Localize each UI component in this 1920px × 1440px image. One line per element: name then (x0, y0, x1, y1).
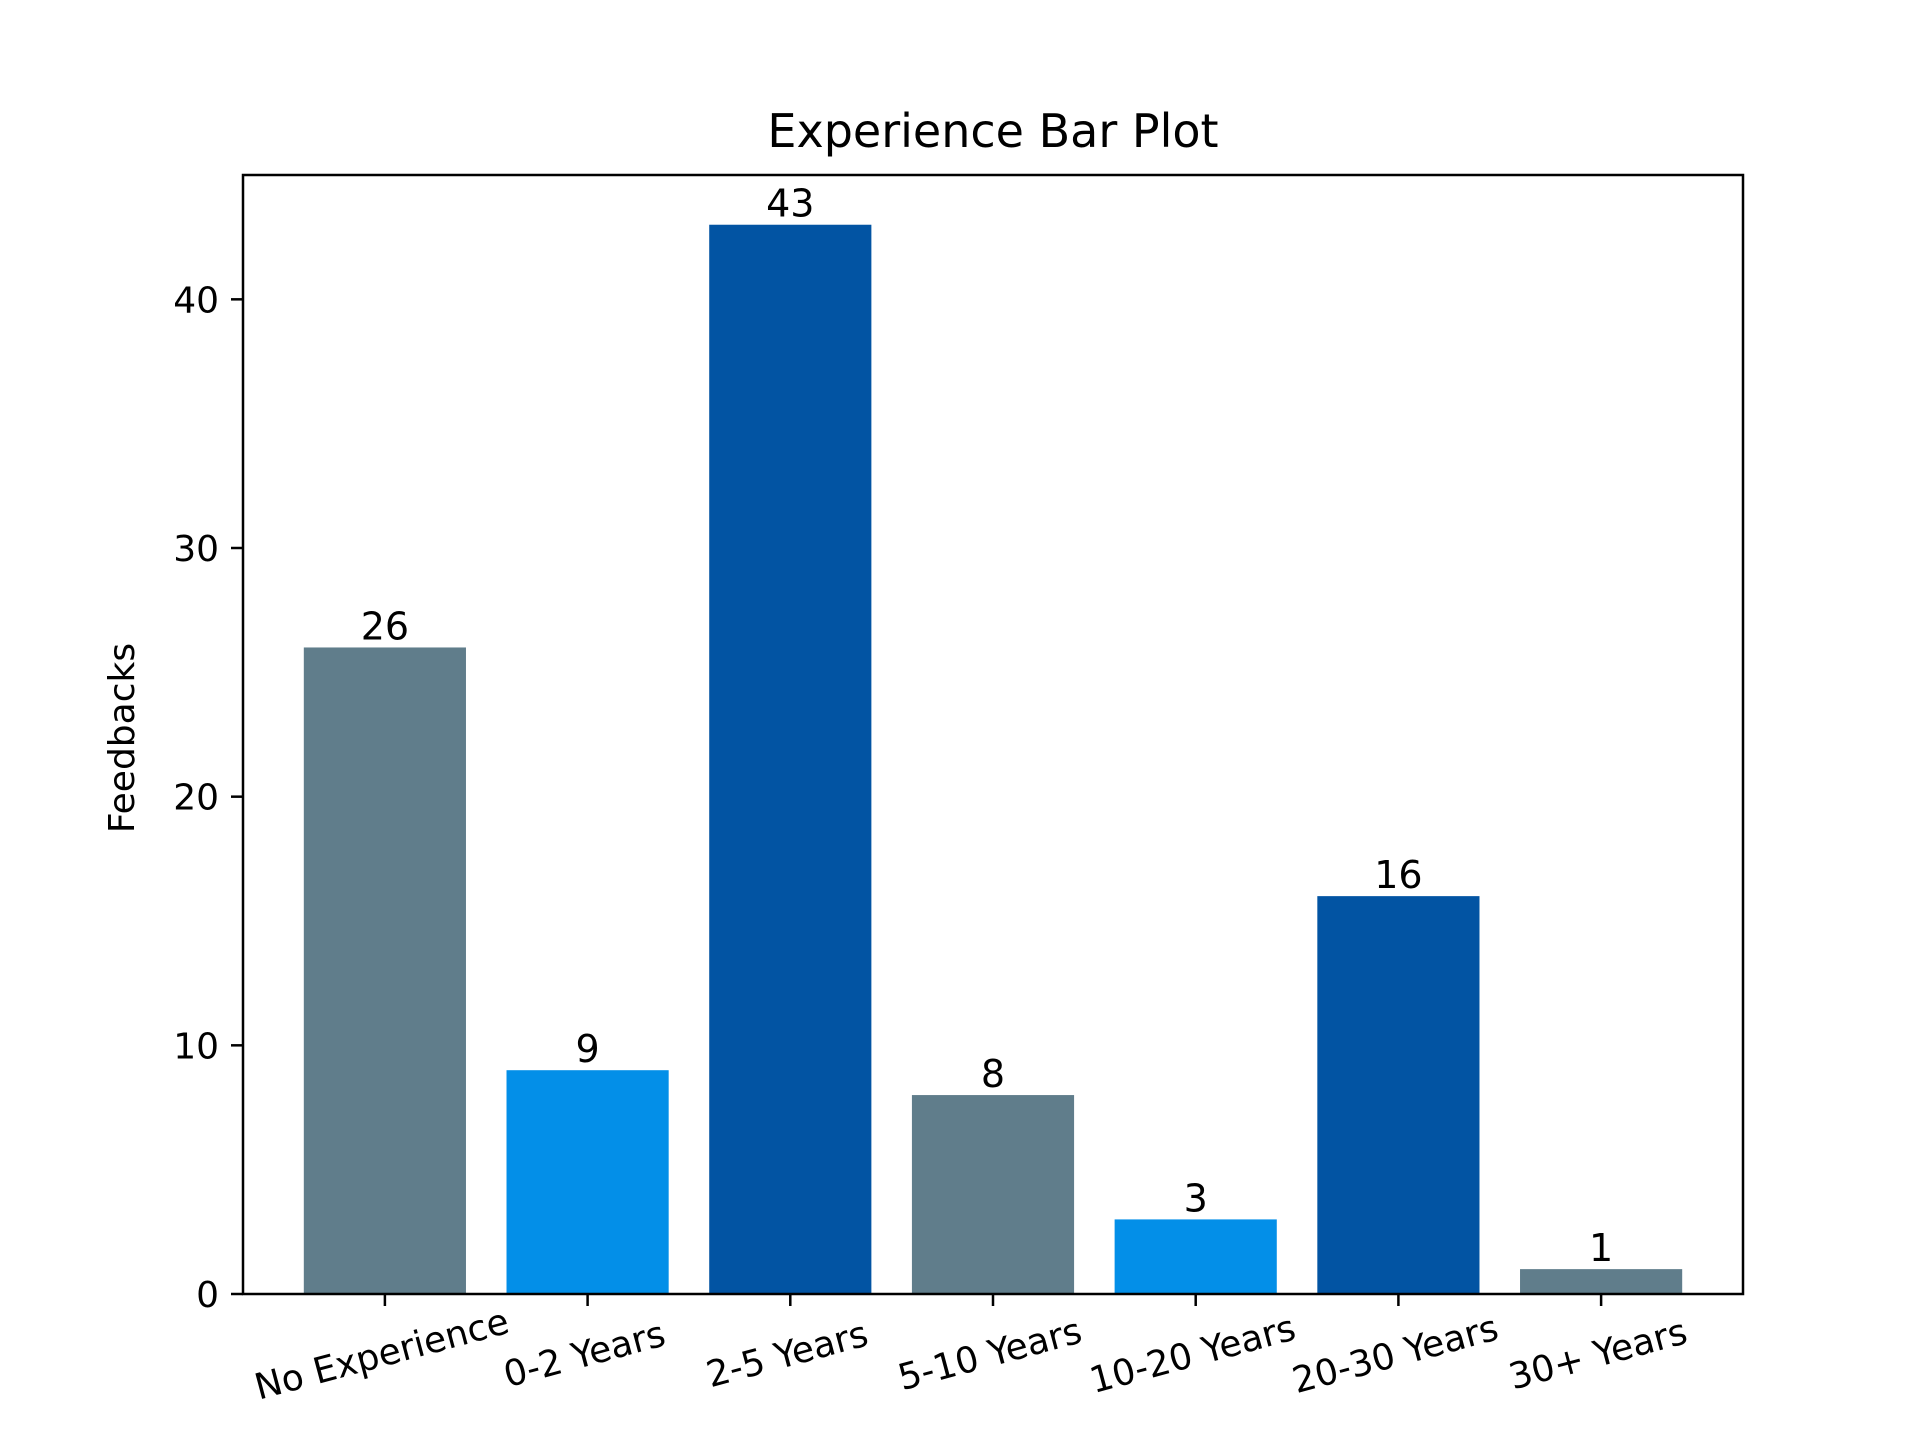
y-axis: 0 10 20 30 40 (173, 280, 243, 1316)
bar-value-label: 9 (576, 1027, 600, 1071)
bar-value-label: 43 (766, 182, 814, 226)
y-axis-label: Feedbacks (102, 643, 143, 833)
bar (709, 224, 872, 1294)
y-tick-label: 10 (173, 1026, 219, 1067)
bar-value-label: 1 (1589, 1226, 1613, 1270)
y-tick-label: 30 (173, 529, 219, 570)
x-tick-label: 10-20 Years (1086, 1308, 1300, 1402)
x-tick-label: 30+ Years (1505, 1311, 1692, 1398)
bar-value-label: 3 (1184, 1176, 1208, 1220)
bar (506, 1070, 669, 1294)
bar (303, 647, 466, 1294)
x-tick-label: 2-5 Years (702, 1314, 872, 1396)
y-tick-label: 0 (196, 1275, 219, 1316)
bars-group (303, 224, 1683, 1294)
y-tick-label: 40 (173, 280, 219, 321)
chart-title: Experience Bar Plot (767, 104, 1218, 158)
bar (911, 1095, 1075, 1294)
x-tick-label: 5-10 Years (894, 1311, 1086, 1399)
bar (1114, 1219, 1277, 1294)
x-tick-label: No Experience (250, 1301, 513, 1408)
x-tick-label: 0-2 Years (500, 1314, 670, 1396)
data-labels-group: 26 9 43 8 3 16 1 (361, 182, 1613, 1270)
y-tick-label: 20 (173, 778, 219, 819)
plot-frame (241, 173, 1745, 1296)
x-tick-label: 20-30 Years (1288, 1308, 1502, 1402)
bar (1520, 1269, 1683, 1294)
bar-value-label: 16 (1374, 853, 1422, 897)
bar-value-label: 8 (981, 1052, 1005, 1096)
bar (1317, 896, 1480, 1294)
bar-value-label: 26 (361, 604, 409, 648)
